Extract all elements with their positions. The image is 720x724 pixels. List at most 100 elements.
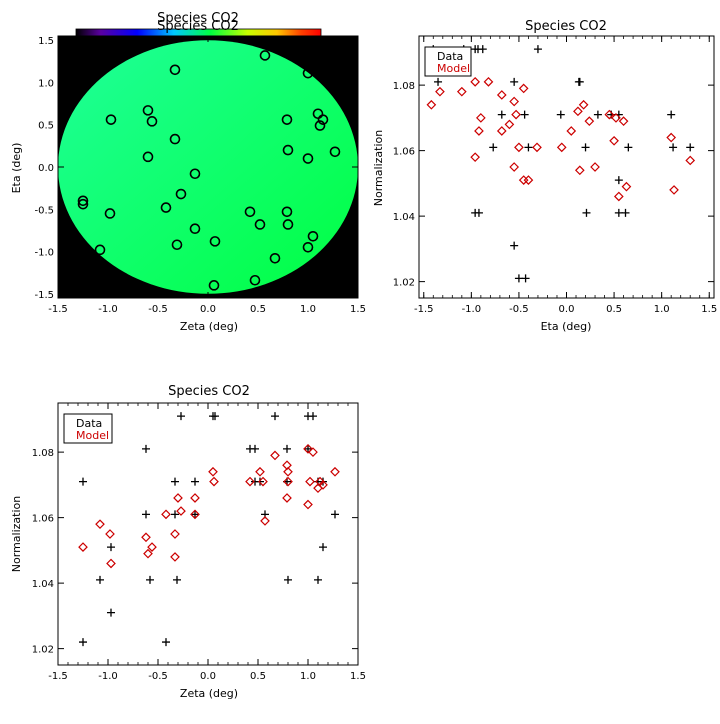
zeta-data-point (107, 543, 115, 552)
map-xtick-label: 1.0 (300, 304, 316, 315)
eta-data-point (524, 143, 533, 152)
zeta-ylabel: Normalization (10, 496, 23, 572)
map-point (244, 206, 256, 218)
zeta-model-point (190, 509, 200, 520)
eta-ytick-label: 1.06 (393, 147, 415, 158)
map-point (77, 195, 89, 207)
eta-data-point (582, 208, 591, 217)
eta-title: Species CO2 (525, 19, 607, 34)
eta-model-point (666, 132, 677, 143)
eta-model-point (669, 185, 679, 195)
zeta-model-point (176, 506, 186, 516)
map-point (142, 105, 154, 116)
zeta-points (78, 412, 340, 647)
map-point (254, 219, 266, 230)
zeta-model-point (303, 444, 313, 454)
zeta-data-point (79, 477, 87, 486)
zeta-data-point (171, 510, 179, 519)
zeta-data-point (271, 412, 279, 421)
zeta-data-point (171, 477, 179, 486)
eta-axes: -1.5 -1.0 -0.5 0.0 0.5 1.0 1.5 1.02 1.04 1.06 1.08 (393, 36, 717, 315)
map-point (77, 198, 89, 210)
eta-ytick-label: 1.02 (393, 278, 415, 289)
eta-model-point (556, 142, 567, 153)
map-xlabel: Zeta (deg) (180, 320, 238, 333)
eta-model-point (435, 86, 445, 97)
eta-model-point (685, 155, 696, 166)
eta-data-point (556, 110, 565, 119)
map-points (77, 50, 341, 291)
map-xtick-label: -1.5 (48, 304, 68, 315)
zeta-axes: -1.5 -1.0 -0.5 0.0 0.5 1.0 1.5 1.02 1.04 1.06 1.08 (32, 403, 366, 682)
zeta-data-point (191, 510, 199, 519)
eta-model-point (504, 119, 515, 130)
zeta-xtick-label: 0.0 (200, 671, 216, 682)
eta-model-point (584, 116, 595, 126)
eta-xtick-label: 1.0 (654, 304, 670, 315)
zeta-ytick-label: 1.02 (32, 645, 54, 656)
zeta-data-point (309, 412, 317, 421)
eta-model-point (470, 152, 480, 163)
zeta-data-point (256, 477, 264, 486)
zeta-data-point (146, 575, 154, 584)
eta-model-point (574, 165, 585, 176)
map-point (329, 146, 341, 158)
map-point (282, 144, 294, 156)
eta-model-point (566, 126, 577, 136)
eta-data-point (669, 143, 678, 152)
map-ytick-label: 0.0 (38, 163, 54, 174)
eta-model-point (426, 99, 437, 110)
eta-panel: Species CO2 -1.5 -1.0 -0.5 0.0 0.5 1.0 1.5 1.02… (372, 19, 717, 333)
eta-data-point (478, 45, 487, 54)
eta-legend: Data Model (424, 46, 472, 77)
zeta-model-point (161, 509, 171, 520)
zeta-data-point (79, 638, 87, 647)
map-point (169, 133, 181, 145)
eta-xtick-label: -1.0 (462, 304, 482, 315)
eta-data-point (621, 208, 630, 217)
zeta-xtick-label: 0.5 (250, 671, 266, 682)
eta-xtick-label: -1.5 (414, 304, 434, 315)
eta-model-point (509, 162, 520, 172)
eta-ytick-label: 1.08 (393, 81, 415, 92)
map-point (259, 50, 271, 61)
zeta-model-point (283, 476, 293, 487)
map-ytick-label: 1.0 (38, 78, 54, 89)
eta-model-point (609, 135, 619, 146)
map-point (105, 114, 117, 125)
map-point (175, 188, 187, 200)
eta-data-point (510, 77, 519, 86)
zeta-model-point (283, 466, 293, 477)
eta-model-point (613, 191, 624, 202)
map-point (302, 67, 314, 79)
eta-model-point (523, 175, 534, 185)
eta-model-point (590, 162, 600, 172)
eta-data-point (575, 77, 584, 86)
eta-xtick-label: 0.5 (606, 304, 622, 315)
zeta-ytick-label: 1.06 (32, 514, 54, 525)
map-axes: -1.5 -1.0 -0.5 0.0 0.5 1.0 1.5 -1.5 -1.0 -0.5 0.0 0… (34, 36, 366, 315)
zeta-ytick-label: 1.04 (32, 579, 54, 590)
zeta-xtick-label: -0.5 (148, 671, 168, 682)
map-ytick-label: -1.5 (34, 290, 54, 301)
zeta-model-point (260, 516, 270, 526)
zeta-title: Species CO2 (168, 384, 250, 399)
eta-data-point (497, 110, 506, 119)
map-point (302, 153, 314, 164)
eta-model-point (476, 113, 486, 123)
eta-model-point (509, 96, 520, 107)
map-field-disk (58, 40, 358, 294)
map-point (209, 236, 221, 247)
eta-legend-box (424, 46, 472, 77)
map-point (189, 168, 201, 180)
eta-model-point (532, 142, 542, 153)
map-point (317, 114, 329, 125)
zeta-model-point (330, 466, 340, 477)
eta-data-point (614, 176, 623, 185)
eta-data-point (667, 110, 676, 119)
map-point (281, 206, 293, 218)
zeta-data-point (251, 444, 259, 453)
eta-data-point (624, 143, 633, 152)
